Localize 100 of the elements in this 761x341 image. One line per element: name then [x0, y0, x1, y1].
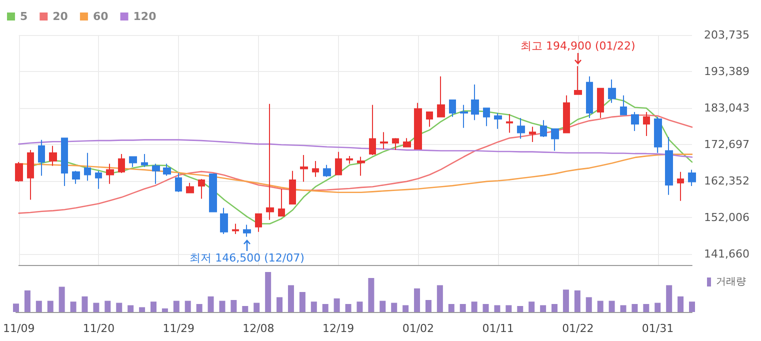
- candlestick: [631, 111, 639, 132]
- legend-label: 20: [52, 10, 68, 23]
- legend-label: 120: [133, 10, 157, 23]
- bar: [184, 300, 191, 312]
- bar: [528, 302, 535, 312]
- candlestick: [163, 163, 171, 176]
- candlestick: [665, 136, 673, 196]
- bar: [276, 297, 283, 312]
- bar: [414, 288, 420, 312]
- bar: [93, 302, 100, 312]
- candlestick: [586, 76, 593, 118]
- bar: [678, 296, 684, 312]
- candlestick: [369, 104, 376, 156]
- bar: [230, 300, 237, 312]
- candlestick: [186, 182, 194, 194]
- bar: [666, 285, 672, 312]
- candlestick: [72, 170, 80, 184]
- candlestick: [209, 174, 217, 212]
- bar: [482, 304, 489, 312]
- candlestick: [152, 163, 160, 184]
- candlestick: [243, 224, 251, 238]
- x-tick-label: 11/29: [162, 322, 194, 335]
- y-tick-label: 193,389: [704, 64, 750, 78]
- candlestick: [540, 120, 547, 138]
- candlestick: [84, 152, 91, 182]
- x-tick-label: 01/11: [482, 322, 514, 335]
- x-tick-label: 01/31: [642, 322, 674, 335]
- y-tick-label: 162,352: [704, 174, 750, 188]
- candlestick: [414, 102, 422, 150]
- candlestick: [95, 170, 102, 190]
- candlestick: [597, 88, 604, 118]
- candlestick: [175, 172, 182, 193]
- bar: [196, 304, 202, 312]
- candlestick: [232, 223, 239, 234]
- bar: [208, 296, 214, 312]
- bar: [471, 302, 478, 312]
- candlestick: [61, 138, 68, 187]
- bar: [345, 304, 352, 312]
- bar: [506, 305, 512, 312]
- candlestick: [49, 145, 57, 166]
- y-tick-label: 172,697: [704, 138, 750, 151]
- bar: [356, 302, 363, 312]
- bar: [654, 302, 661, 312]
- bar: [562, 290, 569, 312]
- bar: [632, 304, 638, 312]
- candlestick: [255, 213, 262, 232]
- bar: [380, 300, 386, 312]
- bar: [150, 302, 156, 312]
- bar: [436, 285, 443, 312]
- candlestick: [335, 151, 342, 176]
- bar: [254, 302, 260, 312]
- candlestick: [392, 138, 399, 151]
- candlestick: [460, 104, 468, 128]
- candlestick: [563, 94, 570, 134]
- bar: [116, 302, 122, 312]
- bar: [162, 308, 168, 312]
- bar: [82, 296, 88, 312]
- candlestick: [471, 84, 479, 121]
- line-series: [18, 114, 693, 214]
- bar: [288, 285, 294, 312]
- bar: [597, 300, 604, 312]
- candlestick: [608, 79, 616, 104]
- bar: [219, 300, 226, 312]
- bar: [322, 304, 328, 312]
- candlestick: [529, 126, 536, 142]
- candlestick: [437, 76, 445, 118]
- bar: [128, 305, 134, 312]
- x-tick-label: 11/09: [3, 322, 35, 335]
- candlestick: [506, 114, 513, 134]
- candlestick: [220, 207, 228, 234]
- candlestick: [449, 99, 456, 118]
- x-tick-label: 11/20: [82, 322, 115, 335]
- candlestick: [198, 178, 205, 200]
- candlestick: [688, 169, 696, 187]
- bar: [448, 304, 454, 312]
- candlestick: [643, 111, 650, 136]
- bar: [299, 292, 306, 312]
- bar: [586, 297, 592, 312]
- candlestick: [141, 153, 148, 168]
- candlestick: [483, 108, 490, 127]
- x-tick-label: 01/02: [402, 322, 434, 335]
- candlestick: [677, 171, 684, 202]
- annotation: 최저 146,500 (12/07): [190, 251, 304, 264]
- y-tick-label: 203,735: [704, 28, 750, 42]
- candlestick: [517, 117, 525, 140]
- y-tick-label: 141,660: [704, 247, 750, 260]
- bar: [70, 302, 76, 312]
- bar: [24, 290, 30, 312]
- bar: [517, 306, 524, 312]
- bar: [689, 302, 695, 312]
- x-tick-label: 01/22: [562, 322, 594, 335]
- candlestick: [346, 156, 353, 164]
- bar: [310, 302, 317, 312]
- bar: [643, 304, 650, 312]
- bar: [242, 306, 248, 312]
- candlestick: [118, 153, 125, 174]
- bar: [104, 300, 111, 312]
- candlestick: [266, 103, 274, 220]
- line-series: [18, 139, 693, 158]
- candlestick: [551, 128, 559, 152]
